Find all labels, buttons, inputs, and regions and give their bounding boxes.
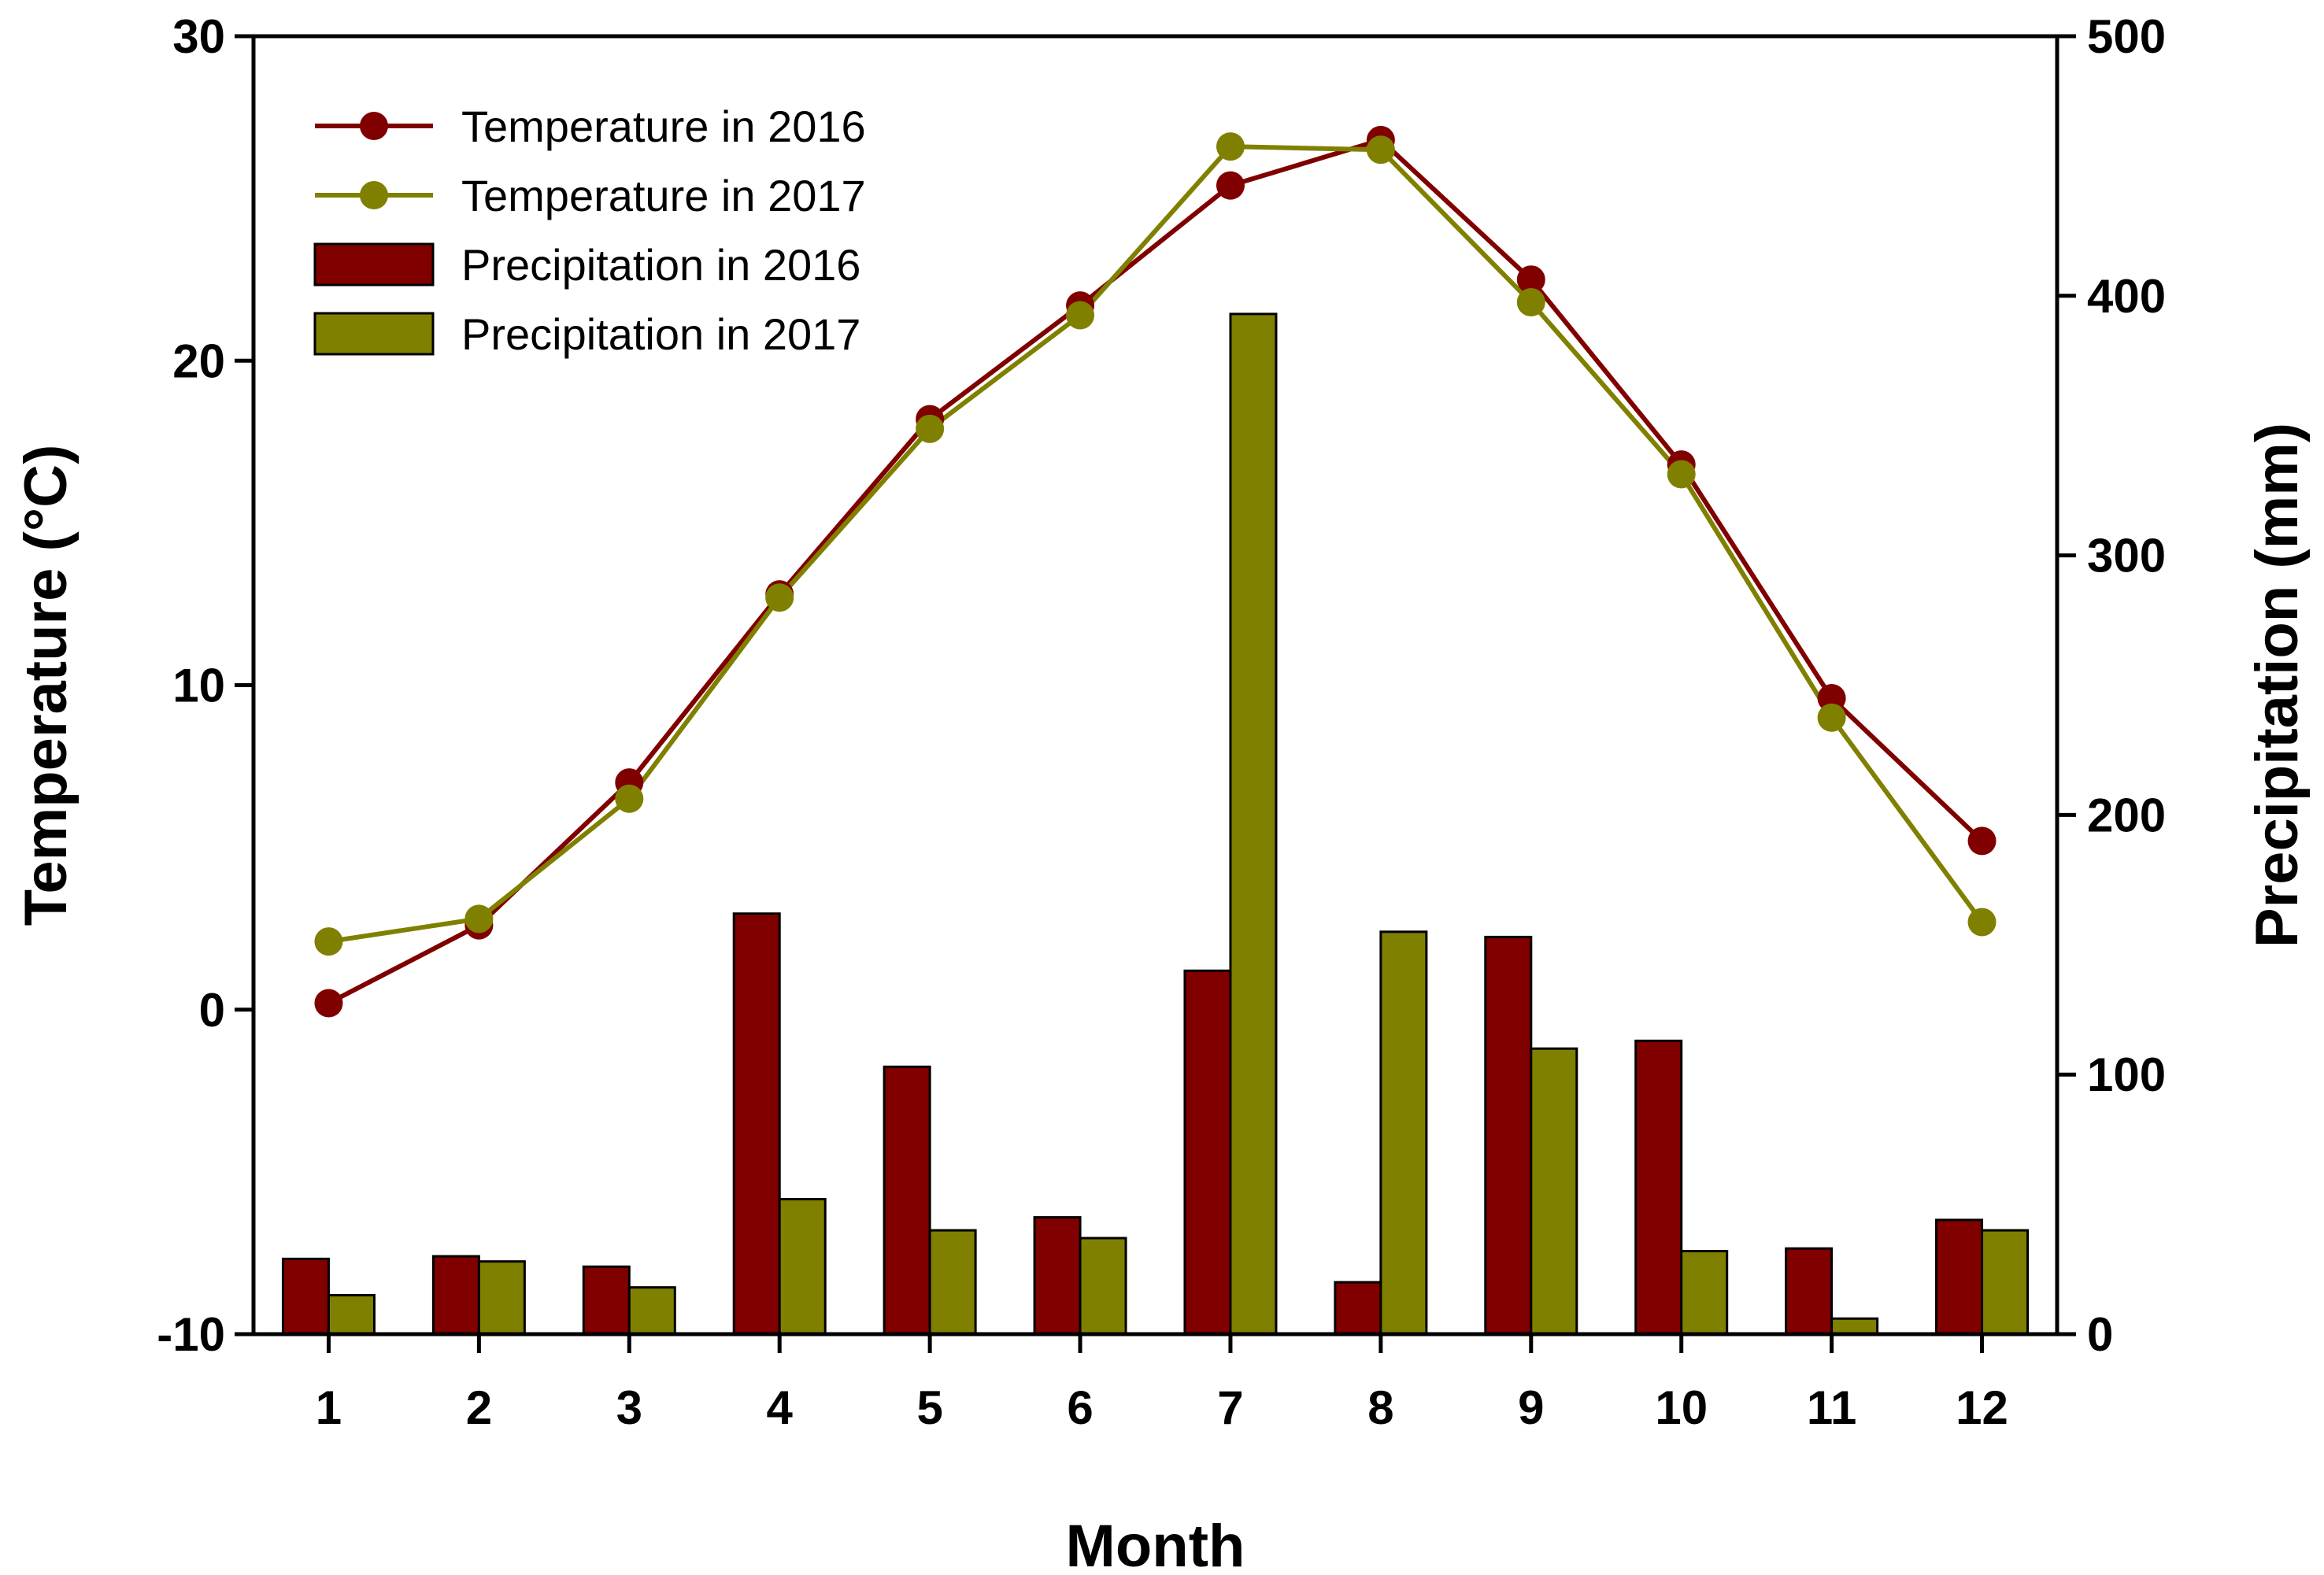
- legend-label-temperature-in-2016: Temperature in 2016: [461, 102, 866, 151]
- bar-precipitation-in-2016-6: [1033, 1216, 1082, 1336]
- x-tick-label: 10: [1655, 1381, 1708, 1434]
- bar-precipitation-in-2016-1: [281, 1257, 330, 1336]
- y-right-tick-label: 500: [2087, 10, 2166, 63]
- lines-layer: [314, 125, 1996, 1018]
- legend-marker-temperature-in-2017: [360, 181, 388, 209]
- legend-label-precipitation-in-2017: Precipitation in 2017: [461, 309, 860, 359]
- legend-swatch-precipitation-in-2016: [313, 242, 435, 287]
- y-right-tick-label: 400: [2087, 270, 2166, 323]
- bar-precipitation-in-2017-9: [1530, 1047, 1578, 1336]
- bar-precipitation-in-2016-4: [732, 912, 781, 1336]
- legend-label-precipitation-in-2016: Precipitation in 2016: [461, 240, 860, 290]
- bars-layer: [281, 312, 2030, 1336]
- x-tick-label: 1: [316, 1381, 342, 1434]
- x-tick-label: 9: [1518, 1381, 1544, 1434]
- y-axis-right-title: Precipitation (mm): [2244, 423, 2311, 948]
- y-left-tick-label: 20: [172, 335, 225, 387]
- point-temperature-in-2017-4: [765, 583, 794, 612]
- y-right-tick-label: 200: [2087, 789, 2166, 841]
- bar-precipitation-in-2016-5: [883, 1065, 931, 1336]
- point-temperature-in-2017-10: [1667, 460, 1696, 489]
- bar-precipitation-in-2016-7: [1183, 969, 1232, 1336]
- x-tick-label: 2: [466, 1381, 492, 1434]
- bar-precipitation-in-2016-3: [582, 1265, 631, 1336]
- point-temperature-in-2016-12: [1967, 826, 1996, 856]
- point-temperature-in-2017-2: [464, 904, 494, 934]
- legend: Temperature in 2016 Temperature in 2017 Pr…: [313, 102, 866, 359]
- point-temperature-in-2016-11: [1817, 683, 1846, 712]
- point-temperature-in-2017-6: [1066, 301, 1095, 330]
- x-tick-label: 4: [767, 1381, 794, 1434]
- bar-precipitation-in-2017-7: [1229, 312, 1278, 1336]
- y-left-tick-label: -10: [157, 1308, 225, 1361]
- point-temperature-in-2016-9: [1516, 265, 1545, 294]
- x-tick-label: 6: [1067, 1381, 1093, 1434]
- bar-precipitation-in-2017-8: [1379, 930, 1428, 1336]
- legend-swatch-precipitation-in-2017: [313, 312, 435, 356]
- y-axis-left-title: Temperature (°C): [13, 445, 80, 926]
- bar-precipitation-in-2017-12: [1981, 1229, 2030, 1336]
- point-temperature-in-2017-8: [1366, 135, 1395, 165]
- x-tick-label: 11: [1807, 1381, 1856, 1434]
- y-right-tick-label: 300: [2087, 530, 2166, 582]
- bar-precipitation-in-2017-1: [327, 1294, 376, 1336]
- point-temperature-in-2017-3: [615, 784, 644, 813]
- legend-label-temperature-in-2017: Temperature in 2017: [461, 171, 866, 220]
- legend-marker-temperature-in-2016: [360, 112, 388, 140]
- y-left-tick-label: 0: [199, 984, 225, 1037]
- point-temperature-in-2017-7: [1216, 132, 1245, 161]
- bar-precipitation-in-2016-9: [1484, 935, 1533, 1336]
- x-tick-label: 7: [1217, 1381, 1243, 1434]
- x-tick-label: 12: [1956, 1381, 2008, 1434]
- bar-precipitation-in-2016-10: [1634, 1039, 1683, 1336]
- x-axis-title: Month: [1066, 1513, 1245, 1575]
- x-tick-label: 3: [616, 1381, 642, 1434]
- bar-precipitation-in-2016-8: [1334, 1281, 1382, 1336]
- point-temperature-in-2016-7: [1216, 171, 1245, 200]
- x-tick-label: 8: [1367, 1381, 1393, 1434]
- bar-precipitation-in-2017-4: [778, 1198, 827, 1336]
- bar-precipitation-in-2016-12: [1935, 1218, 1984, 1336]
- y-left-tick-label: 30: [172, 10, 225, 63]
- y-right-tick-label: 100: [2087, 1048, 2166, 1101]
- bar-precipitation-in-2016-2: [431, 1255, 480, 1336]
- point-temperature-in-2017-5: [916, 414, 945, 443]
- point-temperature-in-2017-11: [1817, 703, 1846, 732]
- point-temperature-in-2016-1: [314, 989, 343, 1018]
- bar-precipitation-in-2017-11: [1830, 1317, 1879, 1336]
- bar-precipitation-in-2017-10: [1680, 1249, 1729, 1336]
- y-left-tick-label: 10: [172, 660, 225, 712]
- line-temperature-in-2017: [328, 144, 1984, 945]
- bar-precipitation-in-2017-5: [928, 1229, 977, 1336]
- point-temperature-in-2017-9: [1516, 288, 1545, 317]
- bar-precipitation-in-2017-2: [477, 1260, 526, 1336]
- point-temperature-in-2017-12: [1967, 908, 1996, 937]
- y-right-tick-label: 0: [2087, 1308, 2113, 1361]
- bar-precipitation-in-2016-11: [1785, 1247, 1834, 1336]
- x-tick-label: 5: [916, 1381, 942, 1434]
- bar-precipitation-in-2017-6: [1079, 1237, 1127, 1336]
- point-temperature-in-2017-1: [314, 927, 343, 956]
- line-temperature-in-2016: [328, 137, 1984, 1006]
- bar-precipitation-in-2017-3: [627, 1286, 676, 1336]
